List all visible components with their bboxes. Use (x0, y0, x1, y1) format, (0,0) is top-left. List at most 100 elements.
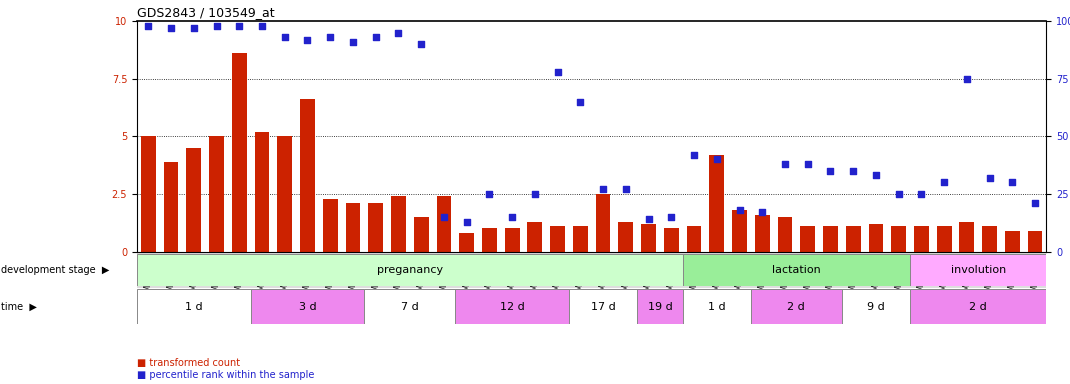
Text: 9 d: 9 d (867, 302, 885, 312)
Bar (732, 210, 747, 252)
Point (549, 69, 566, 75)
Bar (368, 203, 383, 252)
Bar (911, 289, 1046, 324)
Text: 2 d: 2 d (969, 302, 988, 312)
Bar (209, 136, 224, 252)
Point (208, 23, 225, 29)
Point (890, 191, 907, 197)
Point (708, 156, 725, 162)
Bar (232, 53, 247, 252)
Point (322, 34, 339, 40)
Bar (845, 226, 860, 252)
Point (595, 186, 612, 192)
Point (1004, 179, 1021, 185)
Bar (596, 194, 611, 252)
Text: ■ percentile rank within the sample: ■ percentile rank within the sample (137, 370, 315, 380)
Point (504, 214, 521, 220)
Bar (960, 222, 975, 252)
Point (435, 214, 453, 220)
Text: development stage  ▶: development stage ▶ (1, 265, 109, 275)
Bar (687, 226, 702, 252)
Text: ■ transformed count: ■ transformed count (137, 358, 240, 368)
Point (231, 23, 248, 29)
Text: 1 d: 1 d (185, 302, 202, 312)
Point (389, 30, 407, 36)
Bar (569, 289, 637, 324)
Point (140, 23, 157, 29)
Bar (459, 233, 474, 252)
Bar (683, 289, 751, 324)
Bar (800, 226, 815, 252)
Bar (683, 254, 911, 286)
Point (367, 34, 384, 40)
Bar (186, 148, 201, 252)
Bar (572, 226, 587, 252)
Text: time  ▶: time ▶ (1, 302, 37, 312)
Text: 19 d: 19 d (647, 302, 672, 312)
Text: preganancy: preganancy (377, 265, 443, 275)
Bar (505, 228, 520, 252)
Bar (141, 136, 156, 252)
Bar (663, 228, 678, 252)
Point (799, 161, 816, 167)
Bar (869, 224, 884, 252)
Point (662, 214, 679, 220)
Point (777, 161, 794, 167)
Bar (300, 99, 315, 252)
Bar (437, 196, 452, 252)
Bar (164, 162, 179, 252)
Point (731, 207, 748, 213)
Bar (842, 289, 911, 324)
Text: 1 d: 1 d (708, 302, 725, 312)
Point (571, 99, 588, 105)
Point (254, 23, 271, 29)
Bar (414, 217, 429, 252)
Text: lactation: lactation (771, 265, 821, 275)
Bar (936, 226, 951, 252)
Point (617, 186, 635, 192)
Bar (638, 289, 683, 324)
Text: involution: involution (950, 265, 1006, 275)
Point (753, 209, 770, 215)
Bar (456, 289, 569, 324)
Point (868, 172, 885, 179)
Text: 12 d: 12 d (500, 302, 524, 312)
Bar (250, 289, 364, 324)
Bar (709, 155, 724, 252)
Point (480, 191, 498, 197)
Bar (754, 215, 769, 252)
Text: GDS2843 / 103549_at: GDS2843 / 103549_at (137, 5, 275, 18)
Bar (982, 226, 997, 252)
Point (844, 168, 861, 174)
Text: 17 d: 17 d (591, 302, 615, 312)
Bar (1027, 231, 1042, 252)
Text: 2 d: 2 d (788, 302, 806, 312)
Bar (823, 226, 838, 252)
Point (458, 218, 475, 225)
Point (913, 191, 930, 197)
Bar (751, 289, 842, 324)
Bar (137, 289, 250, 324)
Bar (391, 196, 406, 252)
Bar (277, 136, 292, 252)
Point (299, 36, 316, 43)
Bar (914, 226, 929, 252)
Bar (1005, 231, 1020, 252)
Point (822, 168, 839, 174)
Bar (618, 222, 633, 252)
Bar (550, 226, 565, 252)
Point (276, 34, 293, 40)
Point (935, 179, 952, 185)
Bar (323, 199, 338, 252)
Point (686, 152, 703, 158)
Point (345, 39, 362, 45)
Bar (528, 222, 542, 252)
Bar (911, 254, 1046, 286)
Bar (346, 203, 361, 252)
Point (1026, 200, 1043, 206)
Point (413, 41, 430, 47)
Bar (364, 289, 456, 324)
Point (981, 175, 998, 181)
Text: 3 d: 3 d (299, 302, 317, 312)
Bar (482, 228, 496, 252)
